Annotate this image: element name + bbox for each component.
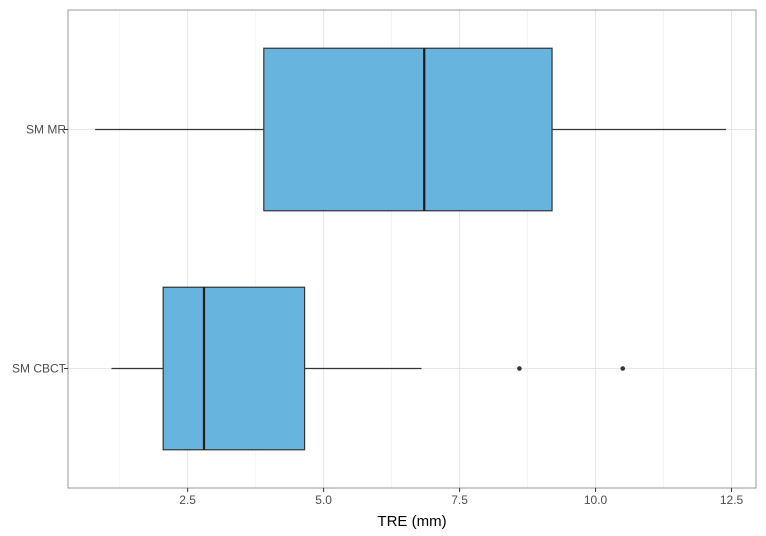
x-tick-label: 7.5 [451, 493, 468, 507]
y-tick-label: SM MR [26, 123, 66, 137]
box-iqr [263, 47, 553, 212]
x-tick-label: 2.5 [179, 493, 196, 507]
outlier-point [620, 366, 626, 371]
x-axis-title: TRE (mm) [377, 513, 446, 530]
box-iqr [162, 286, 306, 451]
x-tick-label: 10.0 [584, 493, 608, 507]
box-layer [95, 47, 727, 451]
x-tick-label: 5.0 [315, 493, 332, 507]
tick-layer: 2.5 5.0 7.5 10.0 12.5 SM MR SM CBCT [12, 123, 744, 508]
plot-panel-border [67, 9, 757, 489]
y-tick-label: SM CBCT [12, 362, 67, 376]
x-tick-label: 12.5 [720, 493, 744, 507]
outlier-point [517, 366, 522, 371]
